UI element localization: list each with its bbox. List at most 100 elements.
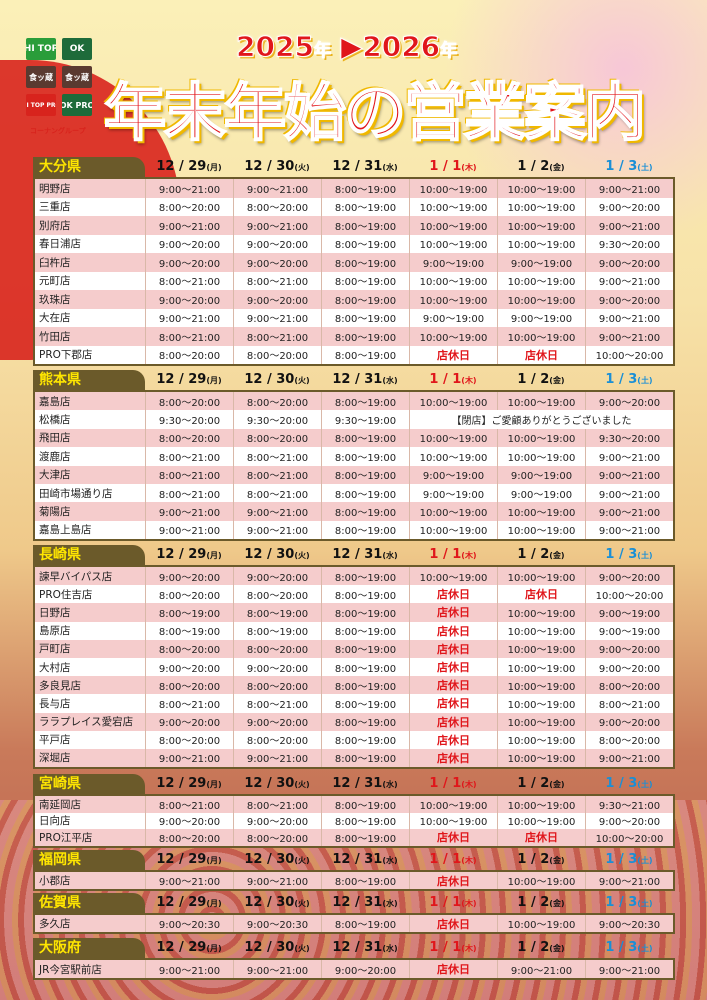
table-row: 元町店 8:00〜21:00 8:00〜21:00 8:00〜19:00 10:00〜1… — [35, 271, 673, 290]
hours-cell: 10:00〜19:00 — [497, 392, 585, 411]
hours-cell: 8:00〜19:00 — [321, 567, 409, 586]
day-header: 12 / 29(月) — [145, 775, 233, 794]
region-section: 福岡県 12 / 29(月) 12 / 30(火) 12 / 31(水) 1 / 1(木… — [33, 850, 675, 891]
day-of-week: (水) — [382, 780, 398, 789]
day-header: 1 / 1(木) — [409, 939, 497, 958]
closed-cell: 店休日 — [497, 829, 585, 846]
hours-cell: 8:00〜20:00 — [145, 345, 233, 364]
hours-cell: 9:00〜20:30 — [585, 915, 673, 932]
hours-cell: 9:00〜20:00 — [233, 712, 321, 731]
hours-cell: 10:00〜19:00 — [409, 179, 497, 198]
hours-cell: 8:00〜19:00 — [321, 345, 409, 364]
prefecture-label: 福岡県 — [33, 850, 145, 870]
hours-cell: 8:00〜20:00 — [145, 676, 233, 695]
hours-cell: 8:00〜21:00 — [233, 327, 321, 346]
store-name: 玖珠店 — [39, 293, 71, 306]
hours-cell: 8:00〜19:00 — [233, 603, 321, 622]
hours-cell: 9:00〜21:00 — [145, 872, 233, 889]
table-row: PRO住吉店 8:00〜20:00 8:00〜20:00 8:00〜19:00 店休日店… — [35, 585, 673, 604]
day-of-week: (金) — [549, 376, 565, 385]
day-of-week: (水) — [382, 551, 398, 560]
hours-cell: 8:00〜19:00 — [321, 915, 409, 932]
hours-cell: 9:00〜20:00 — [145, 253, 233, 272]
hours-cell: 10:00〜19:00 — [497, 915, 585, 932]
day-date: 1 / 1 — [429, 776, 462, 791]
day-date: 1 / 2 — [517, 547, 550, 562]
hours-cell: 9:00〜21:00 — [585, 872, 673, 889]
day-date: 12 / 29 — [156, 852, 207, 867]
store-name: 菊陽店 — [39, 506, 71, 519]
hours-cell: 10:00〜19:00 — [409, 216, 497, 235]
year-to: 2026 — [362, 30, 441, 64]
day-header: 12 / 30(火) — [233, 939, 321, 958]
day-date: 1 / 1 — [429, 940, 462, 955]
hours-cell: 9:00〜21:00 — [233, 179, 321, 198]
day-header: 1 / 1(木) — [409, 158, 497, 177]
hours-cell: 9:00〜21:00 — [585, 502, 673, 521]
hours-cell: 8:00〜19:00 — [145, 603, 233, 622]
hours-cell: 9:00〜21:00 — [233, 216, 321, 235]
hours-cell: 10:00〜19:00 — [497, 428, 585, 448]
prefecture-label: 大阪府 — [33, 938, 145, 958]
day-of-week: (金) — [549, 856, 565, 865]
store-name: 諫早バイパス店 — [39, 570, 113, 583]
day-date: 12 / 30 — [244, 372, 295, 387]
hours-cell: 8:00〜20:00 — [233, 345, 321, 364]
page-title: 年末年始の営業案内 — [103, 75, 647, 150]
day-of-week: (火) — [294, 944, 310, 953]
hours-cell: 9:00〜20:00 — [321, 960, 409, 978]
hours-cell: 8:00〜19:00 — [321, 621, 409, 640]
hours-cell: 9:00〜21:00 — [497, 960, 585, 978]
hours-cell: 9:00〜21:00 — [145, 960, 233, 978]
hours-cell: 10:00〜19:00 — [497, 603, 585, 622]
hours-cell: 10:00〜19:00 — [409, 271, 497, 290]
day-of-week: (月) — [206, 780, 222, 789]
logo-hitop: HI TOP — [26, 38, 56, 60]
day-header: 1 / 3(土) — [585, 894, 673, 913]
store-name: JR今宮駅前店 — [39, 963, 102, 976]
logo-kuikkura-2: 食ッ蔵 — [62, 66, 92, 88]
hours-cell: 8:00〜19:00 — [321, 216, 409, 235]
day-of-week: (土) — [637, 163, 653, 172]
store-name: 田崎市場通り店 — [39, 487, 113, 500]
closed-cell: 店休日 — [409, 345, 497, 364]
hours-cell: 9:00〜20:00 — [585, 197, 673, 216]
closed-cell: 店休日 — [409, 730, 497, 749]
store-name: 飛田店 — [39, 432, 71, 445]
hours-cell: 10:00〜20:00 — [585, 585, 673, 604]
day-date: 1 / 2 — [517, 159, 550, 174]
table-row: 田崎市場通り店 8:00〜21:00 8:00〜21:00 8:00〜19:00 9:0… — [35, 483, 673, 503]
hours-cell: 9:00〜20:00 — [233, 290, 321, 309]
hours-cell: 9:00〜21:00 — [585, 447, 673, 466]
hours-cell: 8:00〜21:00 — [233, 694, 321, 713]
hours-cell: 10:00〜19:00 — [497, 290, 585, 309]
table-row: 深堀店 9:00〜21:00 9:00〜21:00 8:00〜19:00 店休日 10:0… — [35, 748, 673, 768]
hours-table: 嘉島店 8:00〜20:00 8:00〜20:00 8:00〜19:00 10:00〜1… — [33, 390, 675, 542]
day-header: 12 / 31(水) — [321, 851, 409, 870]
day-header: 12 / 29(月) — [145, 158, 233, 177]
day-date: 1 / 2 — [517, 776, 550, 791]
closed-cell: 店休日 — [409, 657, 497, 677]
hours-cell: 8:00〜20:00 — [233, 730, 321, 749]
day-of-week: (土) — [637, 780, 653, 789]
hours-cell: 8:00〜20:00 — [233, 428, 321, 448]
group-label: コーナングループ — [30, 127, 86, 135]
store-name: 明野店 — [39, 182, 71, 195]
day-header: 1 / 2(金) — [497, 158, 585, 177]
day-header: 1 / 3(土) — [585, 851, 673, 870]
hours-cell: 10:00〜19:00 — [497, 694, 585, 713]
table-row: 三重店 8:00〜20:00 8:00〜20:00 8:00〜19:00 10:00〜1… — [35, 197, 673, 216]
year-range: 2025年 ▶2026年 — [236, 30, 458, 64]
hours-cell: 8:00〜19:00 — [321, 428, 409, 448]
logo-ok-pro: OK PRO — [62, 94, 92, 116]
day-date: 12 / 29 — [156, 940, 207, 955]
hours-cell: 8:00〜19:00 — [321, 872, 409, 889]
table-row: 菊陽店 9:00〜21:00 9:00〜21:00 8:00〜19:00 10:00〜1… — [35, 502, 673, 521]
day-of-week: (金) — [549, 780, 565, 789]
hours-cell: 8:00〜19:00 — [145, 621, 233, 640]
store-name: 春日浦店 — [39, 238, 81, 251]
hours-cell: 8:00〜21:00 — [145, 271, 233, 290]
table-row: 日向店 9:00〜20:00 9:00〜20:00 8:00〜19:00 10:00〜1… — [35, 812, 673, 830]
hours-cell: 10:00〜19:00 — [497, 730, 585, 749]
logo-ok: OK — [62, 38, 92, 60]
